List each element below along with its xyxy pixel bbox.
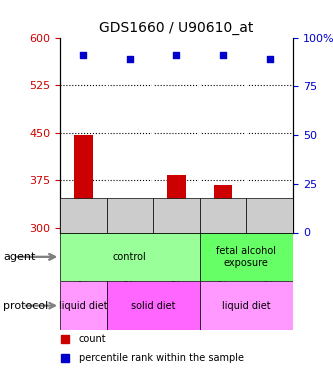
- Bar: [260, 227, 279, 232]
- Text: count: count: [79, 334, 106, 344]
- FancyBboxPatch shape: [200, 232, 293, 281]
- FancyBboxPatch shape: [60, 232, 200, 281]
- Point: [220, 52, 226, 58]
- Bar: [214, 185, 232, 232]
- Text: agent: agent: [3, 252, 36, 262]
- Text: solid diet: solid diet: [131, 301, 175, 310]
- Bar: [74, 135, 93, 232]
- Point: [174, 52, 179, 58]
- Text: liquid diet: liquid diet: [222, 301, 271, 310]
- FancyBboxPatch shape: [200, 198, 246, 232]
- FancyBboxPatch shape: [246, 198, 293, 232]
- Bar: [167, 176, 186, 232]
- Bar: [121, 222, 139, 232]
- FancyBboxPatch shape: [107, 198, 153, 232]
- Text: fetal alcohol
exposure: fetal alcohol exposure: [216, 246, 276, 268]
- Text: percentile rank within the sample: percentile rank within the sample: [79, 353, 243, 363]
- Point: [81, 52, 86, 58]
- FancyBboxPatch shape: [153, 198, 200, 232]
- FancyBboxPatch shape: [60, 198, 107, 232]
- FancyBboxPatch shape: [200, 281, 293, 330]
- Title: GDS1660 / U90610_at: GDS1660 / U90610_at: [99, 21, 254, 35]
- Text: protocol: protocol: [3, 301, 49, 310]
- Point: [127, 56, 133, 62]
- Text: control: control: [113, 252, 147, 262]
- FancyBboxPatch shape: [60, 281, 107, 330]
- FancyBboxPatch shape: [107, 281, 200, 330]
- Text: liquid diet: liquid diet: [59, 301, 108, 310]
- Point: [267, 56, 272, 62]
